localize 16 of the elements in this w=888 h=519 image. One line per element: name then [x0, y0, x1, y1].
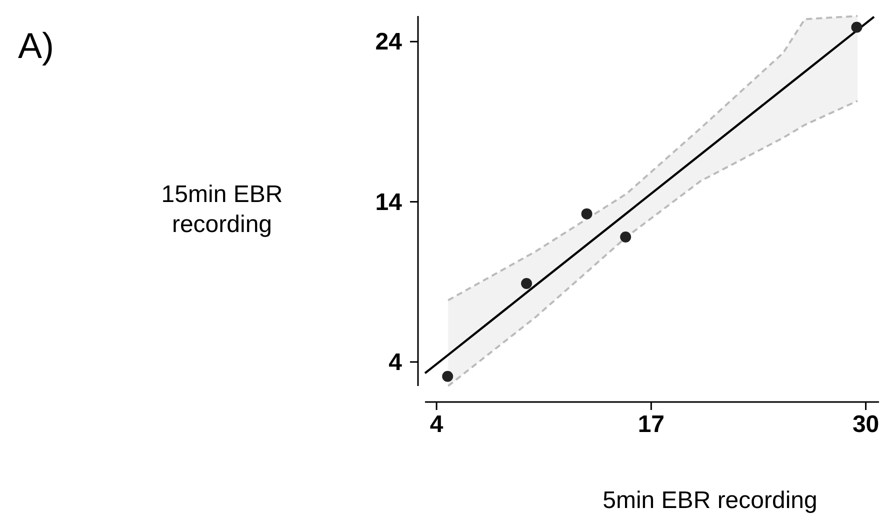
x-tick-label: 30 [852, 411, 880, 438]
y-tick-label: 4 [388, 348, 403, 376]
point [521, 278, 532, 289]
x-tick-label: 17 [638, 411, 665, 438]
point [620, 232, 632, 243]
y-tick-label: 24 [375, 28, 403, 56]
line-series [447, 15, 859, 302]
y-axis-title: 15min EBR recording [161, 181, 283, 238]
point [851, 22, 862, 33]
point [442, 370, 454, 382]
point [581, 208, 592, 220]
y-tick-label: 14 [375, 188, 403, 216]
text: A) [18, 25, 54, 66]
x-axis-title: 5min EBR recording [602, 487, 818, 514]
x-tick-label: 4 [430, 411, 444, 438]
line-series [447, 100, 859, 387]
